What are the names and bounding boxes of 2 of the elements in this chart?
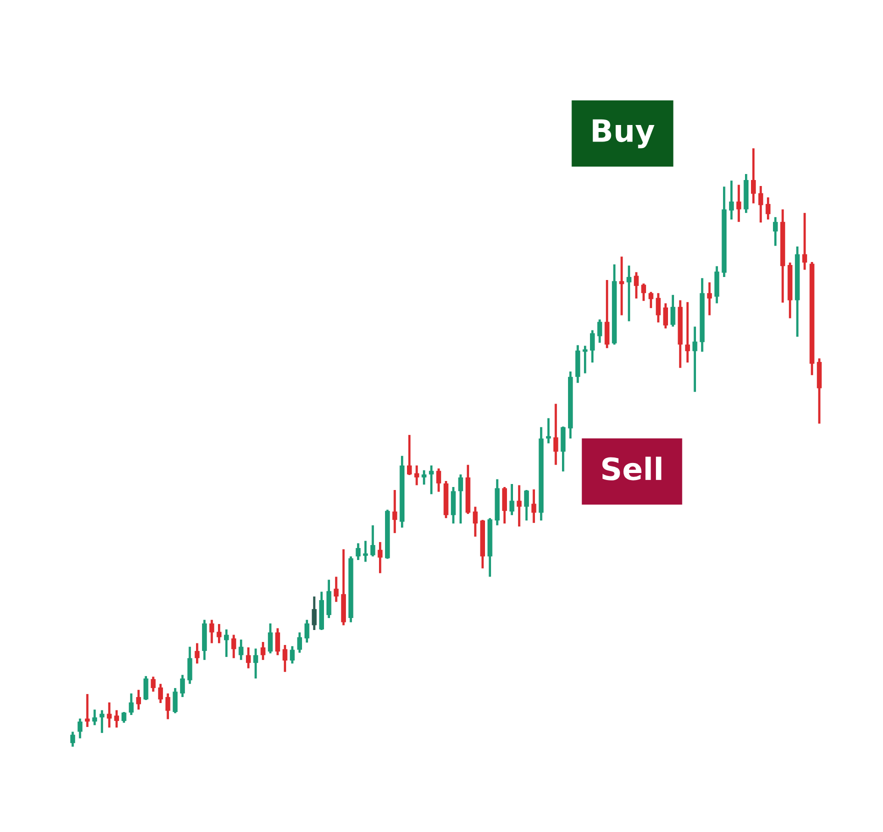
text: Buy: [592, 119, 654, 148]
annotation: Sell: [602, 456, 662, 480]
